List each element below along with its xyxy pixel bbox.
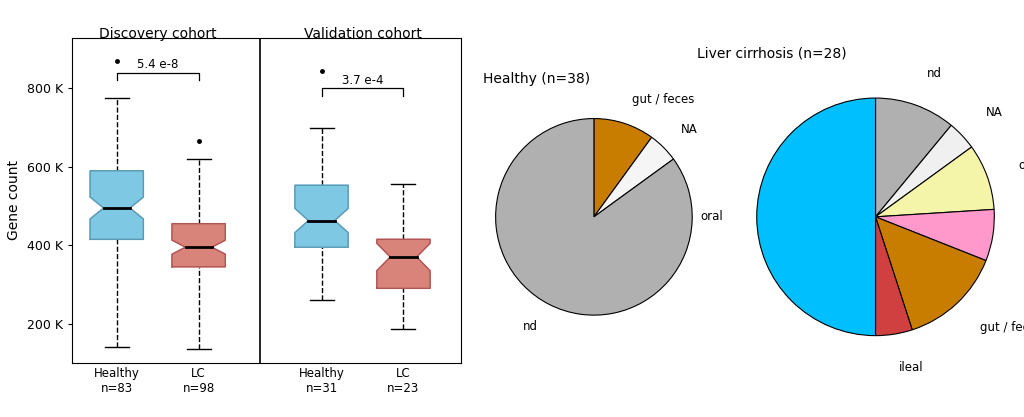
Polygon shape [377, 239, 430, 288]
Y-axis label: Gene count: Gene count [7, 160, 20, 240]
Text: gut / feces: gut / feces [980, 321, 1024, 334]
Text: ileal: ileal [899, 361, 924, 374]
Polygon shape [172, 224, 225, 267]
Text: nd: nd [927, 67, 942, 80]
Text: other: other [1019, 159, 1024, 172]
Text: Healthy (n=38): Healthy (n=38) [483, 72, 591, 86]
Wedge shape [594, 137, 674, 217]
Text: NA: NA [681, 123, 697, 136]
Wedge shape [876, 147, 994, 217]
Text: Discovery cohort: Discovery cohort [99, 28, 216, 41]
Wedge shape [876, 126, 972, 217]
Wedge shape [876, 217, 986, 330]
Text: Liver cirrhosis (n=28): Liver cirrhosis (n=28) [697, 46, 847, 60]
Text: gut / feces: gut / feces [632, 93, 694, 106]
Wedge shape [876, 209, 994, 261]
Text: Validation cohort: Validation cohort [303, 28, 422, 41]
Text: 5.4 e-8: 5.4 e-8 [137, 58, 178, 71]
Wedge shape [876, 98, 951, 217]
Wedge shape [876, 217, 912, 336]
Text: 3.7 e-4: 3.7 e-4 [342, 73, 383, 86]
Polygon shape [295, 185, 348, 247]
Polygon shape [90, 171, 143, 239]
Wedge shape [757, 98, 876, 336]
Wedge shape [594, 118, 651, 217]
Text: NA: NA [986, 106, 1004, 119]
Wedge shape [496, 118, 692, 315]
Text: nd: nd [523, 320, 539, 333]
Text: oral: oral [700, 210, 724, 224]
